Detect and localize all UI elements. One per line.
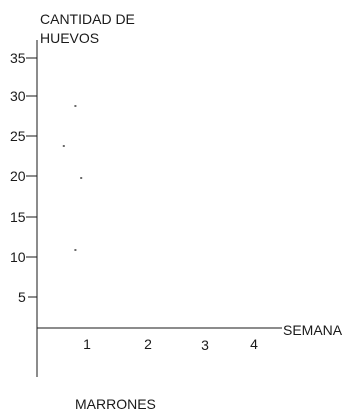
data-points [62,105,83,251]
x-tick-label-1: 1 [83,336,91,352]
y-axis-label-line-2: HUEVOS [40,30,99,46]
x-ticks: 1 2 3 4 [83,336,258,353]
x-axis-label: SEMANA [283,322,343,338]
chart-caption: MARRONES [75,396,156,412]
y-tick-label-25: 25 [10,128,26,144]
y-tick-label-30: 30 [10,88,26,104]
x-tick-label-3: 3 [201,337,209,353]
y-tick-label-20: 20 [10,168,26,184]
y-tick-label-35: 35 [10,50,26,66]
x-tick-label-4: 4 [250,336,258,352]
y-axis-label-line-1: CANTIDAD DE [40,11,135,27]
y-tick-label-5: 5 [18,289,26,305]
y-tick-label-10: 10 [10,249,26,265]
x-tick-label-2: 2 [144,336,152,352]
y-ticks: 35 30 25 20 15 10 5 [10,50,37,305]
y-tick-label-15: 15 [10,209,26,225]
